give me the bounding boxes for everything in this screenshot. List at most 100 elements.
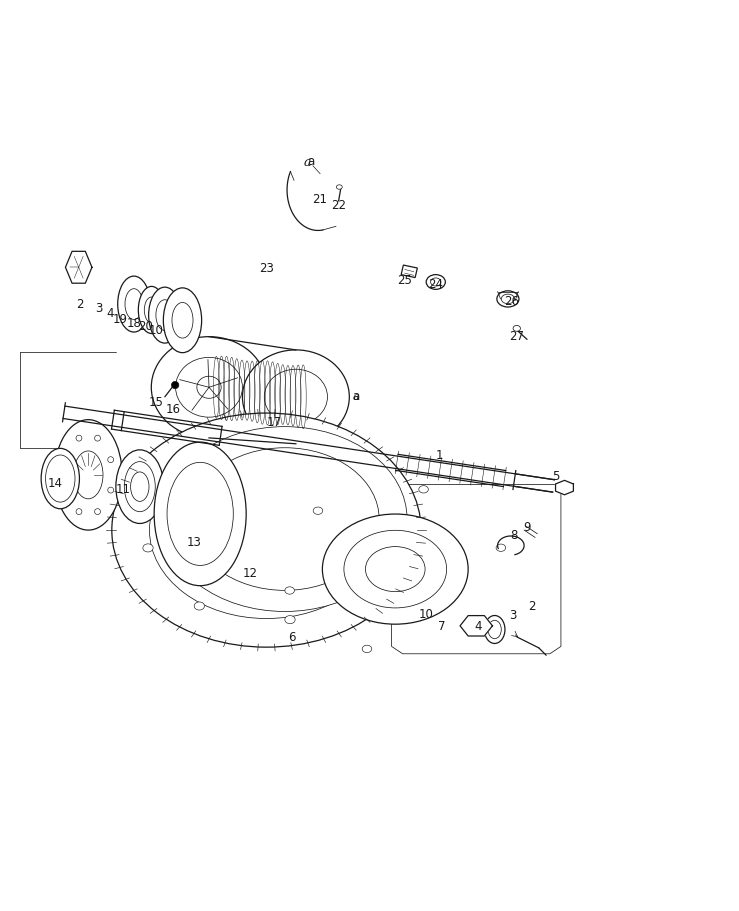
Text: 14: 14 xyxy=(47,476,63,489)
Polygon shape xyxy=(392,485,561,654)
Text: 1: 1 xyxy=(436,449,443,462)
Text: 24: 24 xyxy=(429,278,443,291)
Text: 10: 10 xyxy=(419,607,434,620)
Ellipse shape xyxy=(191,448,379,590)
Ellipse shape xyxy=(238,437,248,445)
Ellipse shape xyxy=(426,275,446,290)
Ellipse shape xyxy=(118,277,150,333)
Ellipse shape xyxy=(265,370,327,425)
Text: 10: 10 xyxy=(149,323,163,336)
Ellipse shape xyxy=(151,337,267,438)
Ellipse shape xyxy=(108,487,114,494)
Text: 17: 17 xyxy=(266,416,282,429)
Text: 4: 4 xyxy=(106,307,114,320)
Ellipse shape xyxy=(143,544,153,552)
Ellipse shape xyxy=(167,463,234,566)
Text: 26: 26 xyxy=(504,294,519,308)
Ellipse shape xyxy=(468,624,477,631)
Ellipse shape xyxy=(242,351,350,445)
Ellipse shape xyxy=(63,457,69,463)
Text: a: a xyxy=(303,157,310,169)
Text: 23: 23 xyxy=(259,261,274,274)
Text: 2: 2 xyxy=(76,298,84,311)
Ellipse shape xyxy=(488,620,501,639)
Ellipse shape xyxy=(176,358,242,418)
Text: 12: 12 xyxy=(242,567,258,579)
Ellipse shape xyxy=(328,451,338,459)
Polygon shape xyxy=(401,266,418,278)
Ellipse shape xyxy=(163,427,407,612)
Polygon shape xyxy=(460,616,492,636)
Text: a: a xyxy=(307,155,314,168)
Text: 25: 25 xyxy=(398,274,412,287)
Text: 3: 3 xyxy=(95,302,102,315)
Ellipse shape xyxy=(95,509,101,515)
Text: 8: 8 xyxy=(510,528,517,541)
Text: 19: 19 xyxy=(113,312,128,325)
Ellipse shape xyxy=(238,509,295,552)
Ellipse shape xyxy=(95,435,101,442)
Ellipse shape xyxy=(55,420,122,530)
Ellipse shape xyxy=(366,547,425,592)
Ellipse shape xyxy=(336,186,342,190)
Ellipse shape xyxy=(138,287,165,334)
Text: 5: 5 xyxy=(552,469,559,483)
Ellipse shape xyxy=(496,545,505,552)
Ellipse shape xyxy=(380,508,390,517)
Ellipse shape xyxy=(285,616,295,624)
Ellipse shape xyxy=(513,326,520,332)
Ellipse shape xyxy=(125,290,143,320)
Ellipse shape xyxy=(144,298,159,323)
Text: 20: 20 xyxy=(138,320,153,333)
Ellipse shape xyxy=(197,377,221,399)
Ellipse shape xyxy=(149,288,181,343)
Ellipse shape xyxy=(194,602,205,610)
Ellipse shape xyxy=(112,414,421,648)
Text: 27: 27 xyxy=(509,330,524,343)
Ellipse shape xyxy=(149,442,384,619)
Ellipse shape xyxy=(161,476,171,484)
Text: 6: 6 xyxy=(288,630,296,644)
Ellipse shape xyxy=(63,487,69,494)
Text: 2: 2 xyxy=(528,599,535,613)
Ellipse shape xyxy=(221,496,312,565)
Ellipse shape xyxy=(419,486,429,494)
Text: 18: 18 xyxy=(126,317,141,330)
Text: 3: 3 xyxy=(509,609,517,621)
Ellipse shape xyxy=(76,509,82,515)
Ellipse shape xyxy=(361,578,372,585)
Ellipse shape xyxy=(41,449,79,509)
Ellipse shape xyxy=(108,457,114,463)
Polygon shape xyxy=(556,481,573,496)
Text: 22: 22 xyxy=(331,199,346,212)
Text: 13: 13 xyxy=(187,536,202,548)
Ellipse shape xyxy=(313,507,323,515)
Ellipse shape xyxy=(176,462,357,599)
Ellipse shape xyxy=(116,450,164,524)
Ellipse shape xyxy=(76,435,82,442)
Ellipse shape xyxy=(154,443,246,586)
Ellipse shape xyxy=(163,289,202,353)
Ellipse shape xyxy=(131,473,149,502)
Text: 16: 16 xyxy=(166,403,180,415)
Ellipse shape xyxy=(484,616,505,644)
Ellipse shape xyxy=(285,588,294,595)
Ellipse shape xyxy=(46,456,75,503)
Text: 15: 15 xyxy=(149,395,163,408)
Ellipse shape xyxy=(344,531,446,609)
Text: a: a xyxy=(353,389,360,403)
Ellipse shape xyxy=(74,452,103,499)
Text: 9: 9 xyxy=(523,520,531,533)
Text: 4: 4 xyxy=(474,619,483,632)
Polygon shape xyxy=(66,252,92,284)
Ellipse shape xyxy=(172,303,193,339)
Text: 7: 7 xyxy=(438,619,446,632)
Ellipse shape xyxy=(362,646,372,653)
Ellipse shape xyxy=(124,462,155,512)
Ellipse shape xyxy=(322,515,468,625)
Text: 21: 21 xyxy=(312,193,327,206)
Ellipse shape xyxy=(156,301,174,331)
Ellipse shape xyxy=(501,295,514,304)
Ellipse shape xyxy=(171,382,179,389)
Text: a: a xyxy=(353,392,360,402)
